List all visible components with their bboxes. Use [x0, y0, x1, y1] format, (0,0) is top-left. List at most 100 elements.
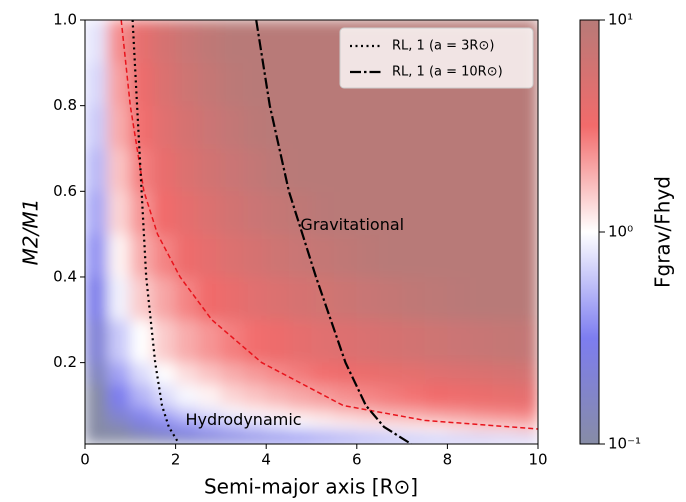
heatmap-cell	[356, 191, 380, 235]
heatmap-cell	[356, 362, 380, 385]
x-tick-label: 6	[352, 451, 362, 469]
heatmap-cell	[401, 415, 426, 428]
heatmap-cell	[85, 383, 108, 406]
heatmap-cell	[265, 435, 290, 444]
y-tick-label: 0.4	[53, 267, 77, 285]
heatmap-cell	[220, 62, 244, 106]
heatmap-cell	[469, 435, 493, 444]
heatmap-cell	[356, 415, 380, 428]
heatmap-cell	[220, 105, 244, 149]
heatmap-cell	[85, 233, 108, 278]
heatmap-cell	[130, 20, 154, 64]
heatmap-cell	[288, 426, 312, 436]
heatmap-cell	[492, 105, 516, 149]
heatmap-cell	[447, 405, 471, 417]
heatmap-cell	[243, 415, 267, 428]
heatmap-cell	[175, 362, 199, 385]
heatmap-cell	[424, 435, 448, 444]
heatmap-cell	[333, 319, 358, 363]
heatmap-cell	[311, 191, 335, 235]
x-axis-label: Semi-major axis [R⊙]	[204, 475, 418, 499]
heatmap-cell	[130, 435, 154, 444]
heatmap-cell	[130, 276, 154, 321]
heatmap-cell	[220, 20, 244, 64]
heatmap-cell	[311, 233, 335, 278]
heatmap-cell	[469, 383, 493, 406]
heatmap-cell	[85, 362, 108, 385]
heatmap-cell	[401, 426, 426, 436]
heatmap-cell	[107, 105, 131, 149]
heatmap-cell	[243, 20, 267, 64]
heatmap-cell	[401, 435, 426, 444]
heatmap-cell	[515, 148, 538, 192]
legend-label: RL, 1 (a = 10R⊙)	[392, 65, 503, 80]
heatmap-cell	[424, 233, 448, 278]
heatmap-cell	[333, 191, 358, 235]
heatmap-cell	[311, 383, 335, 406]
annotation: Gravitational	[300, 215, 404, 234]
heatmap-cell	[515, 191, 538, 235]
heatmap-cell	[447, 276, 471, 321]
heatmap-cell	[492, 415, 516, 428]
heatmap-cell	[107, 233, 131, 278]
heatmap-cell	[243, 362, 267, 385]
heatmap-cell	[197, 191, 222, 235]
heatmap-cell	[175, 105, 199, 149]
legend	[339, 27, 534, 89]
heatmap-cell	[175, 405, 199, 417]
heatmap-cell	[107, 426, 131, 436]
heatmap-cell	[220, 426, 244, 436]
heatmap-cell	[152, 383, 176, 406]
heatmap-cell	[243, 62, 267, 106]
y-tick-label: 0.8	[53, 96, 77, 114]
heatmap-cell	[107, 191, 131, 235]
heatmap-cell	[175, 148, 199, 192]
heatmap-cell	[515, 415, 538, 428]
heatmap-cell	[469, 405, 493, 417]
heatmap-cell	[152, 435, 176, 444]
heatmap-cell	[311, 276, 335, 321]
heatmap-cell	[220, 405, 244, 417]
heatmap-cell	[311, 20, 335, 64]
heatmap-cell	[288, 105, 312, 149]
heatmap-cell	[492, 148, 516, 192]
heatmap-cell	[469, 148, 493, 192]
heatmap-cell	[130, 362, 154, 385]
heatmap-cell	[107, 415, 131, 428]
heatmap-cell	[265, 383, 290, 406]
heatmap-cell	[107, 362, 131, 385]
heatmap-cell	[333, 383, 358, 406]
heatmap-cell	[130, 426, 154, 436]
heatmap-cell	[197, 105, 222, 149]
heatmap-cell	[288, 319, 312, 363]
heatmap-cell	[152, 426, 176, 436]
heatmap-cell	[515, 435, 538, 444]
heatmap-cell	[333, 426, 358, 436]
heatmap-cell	[447, 383, 471, 406]
heatmap-cell	[379, 105, 403, 149]
heatmap-cell	[152, 415, 176, 428]
heatmap-cell	[356, 426, 380, 436]
heatmap-cell	[379, 435, 403, 444]
heatmap-cell	[469, 426, 493, 436]
heatmap-cell	[197, 415, 222, 428]
heatmap-cell	[515, 426, 538, 436]
heatmap-cell	[220, 435, 244, 444]
heatmap-cell	[492, 405, 516, 417]
heatmap-cell	[130, 383, 154, 406]
heatmap-cell	[379, 383, 403, 406]
x-tick-label: 0	[80, 451, 90, 469]
curve	[255, 20, 412, 444]
heatmap-cell	[130, 319, 154, 363]
heatmap-cell	[288, 191, 312, 235]
heatmap-cell	[356, 319, 380, 363]
heatmap-cell	[152, 362, 176, 385]
heatmap-cell	[243, 405, 267, 417]
heatmap-cell	[265, 233, 290, 278]
heatmap-cell	[197, 362, 222, 385]
heatmap-cell	[265, 276, 290, 321]
y-axis-label: M2/M1	[19, 199, 43, 266]
heatmap-cell	[333, 148, 358, 192]
heatmap-cell	[197, 319, 222, 363]
heatmap-cell	[85, 20, 108, 64]
